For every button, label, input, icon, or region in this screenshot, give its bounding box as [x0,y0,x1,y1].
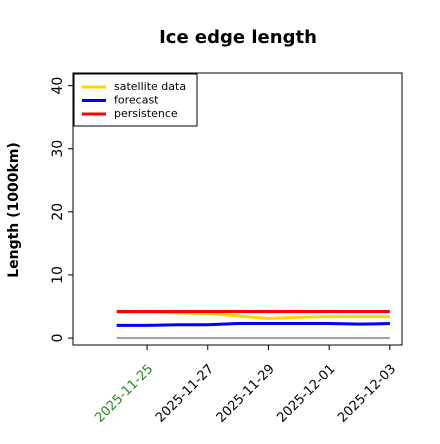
y-tick-label: 30 [50,140,66,158]
legend-label: persistence [114,107,178,120]
x-tick-label: 2025-11-29 [214,362,278,426]
plot-frame [72,72,403,346]
y-tick-label: 0 [50,334,66,343]
legend-label: forecast [114,94,159,107]
y-axis-label: Length (1000km) [6,142,22,278]
series-line [116,322,390,327]
y-tick-label: 40 [50,77,66,95]
series-line [116,310,390,320]
x-tick-label: 2025-11-27 [153,362,217,426]
y-tick-label: 10 [50,266,66,284]
legend-label: satellite data [114,80,186,93]
x-tick-label: 2025-12-01 [274,362,338,426]
chart-title: Ice edge length [159,27,317,48]
y-tick-label: 20 [50,203,66,221]
x-tick-label: 2025-11-25 [92,362,156,426]
x-tick-label: 2025-12-03 [335,362,399,426]
